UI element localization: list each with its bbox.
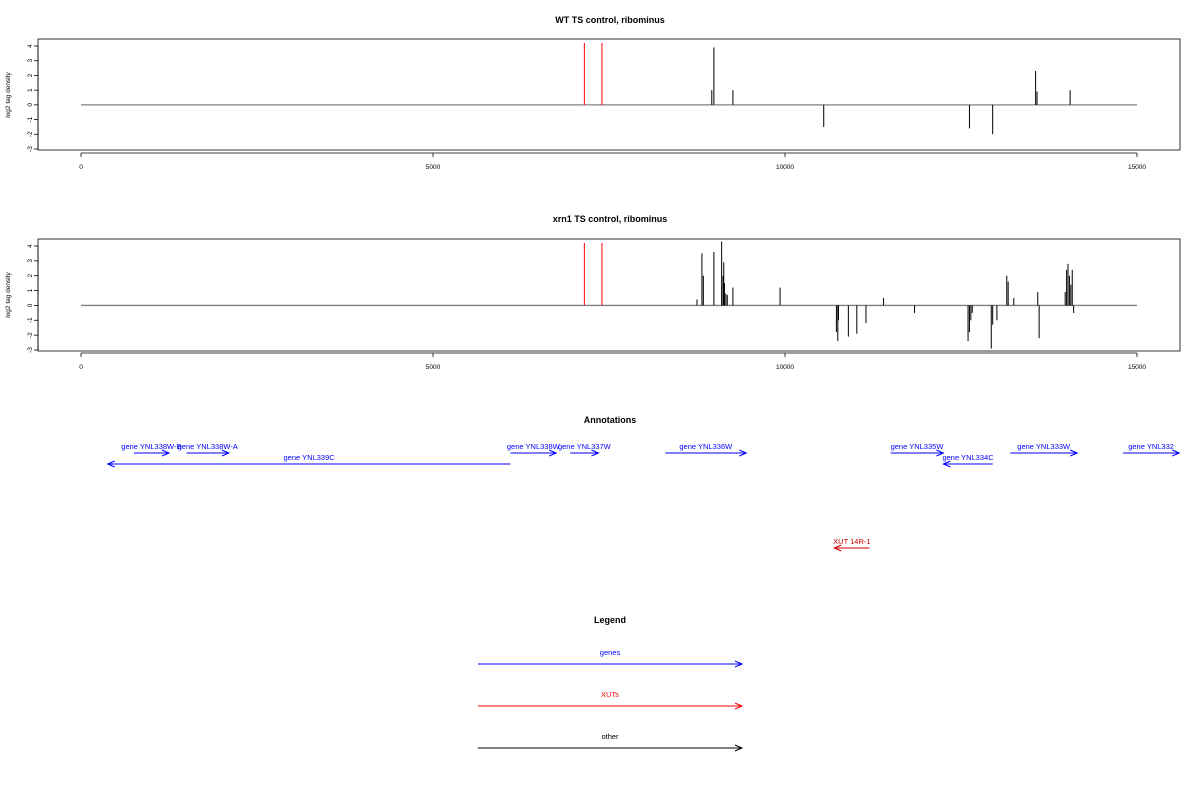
annotation-label: gene YNL338W-A	[178, 442, 238, 451]
wt-x-tick-label: 10000	[776, 164, 794, 171]
xrn1-y-tick-label: 0	[27, 303, 34, 307]
xut-feature: XUT 14R-1	[833, 537, 871, 552]
annotation-label: gene YNL338W	[507, 442, 561, 451]
annotation-label: gene YNL335W	[891, 442, 945, 451]
gene-feature: gene YNL333W	[1010, 442, 1079, 457]
xrn1-plot-frame	[37, 238, 1181, 352]
xrn1-x-tick-label: 10000	[776, 364, 794, 371]
annotation-label: gene YNL336W	[679, 442, 733, 451]
gene-feature: gene YNL339C	[106, 453, 511, 468]
wt-data-marks	[81, 43, 1137, 135]
wt-y-tick-label: 2	[27, 73, 34, 77]
wt-x-tick-label: 0	[79, 164, 83, 171]
annotation-label: gene YNL333W	[1017, 442, 1071, 451]
annotation-label: gene YNL338W-B	[121, 442, 181, 451]
xrn1-data-marks	[81, 241, 1137, 349]
wt-x-tick-label: 15000	[1128, 164, 1146, 171]
wt-density-panel: WT TS control, ribominus log2 tag densit…	[5, 15, 1181, 171]
xrn1-x-axis: 0 5000 10000 15000	[79, 352, 1146, 371]
wt-y-tick-label: -3	[27, 146, 34, 152]
legend-entry-label: other	[601, 732, 619, 741]
annotation-label: gene YNL339C	[284, 453, 336, 462]
xrn1-y-tick-label: -2	[27, 332, 34, 338]
legend-title: Legend	[594, 615, 626, 625]
xrn1-y-tick-label: -1	[27, 317, 34, 323]
wt-x-tick-label: 5000	[426, 164, 441, 171]
xrn1-y-tick-label: 3	[27, 259, 34, 263]
wt-y-tick-label: -2	[27, 131, 34, 137]
xrn1-y-tick-label: 4	[27, 244, 34, 248]
annotation-label: gene YNL337W	[558, 442, 612, 451]
gene-feature: gene YNL332	[1122, 442, 1181, 457]
wt-y-tick-label: 0	[27, 103, 34, 107]
wt-x-axis: 0 5000 10000 15000	[79, 152, 1146, 171]
legend-entry-label: XUTs	[601, 690, 619, 699]
xrn1-x-tick-label: 5000	[426, 364, 441, 371]
xrn1-y-tick-label: -3	[27, 347, 34, 353]
wt-y-tick-label: -1	[27, 116, 34, 122]
wt-y-tick-label: 3	[27, 59, 34, 63]
gene-feature: gene YNL338W-B	[121, 442, 181, 457]
wt-y-tick-label: 1	[27, 88, 34, 92]
legend-entry-genes: genes	[478, 648, 744, 668]
annotation-label: gene YNL332	[1128, 442, 1174, 451]
xrn1-y-tick-label: 2	[27, 274, 34, 278]
legend: Legend genes XUTs other	[478, 615, 744, 752]
legend-entry-label: genes	[600, 648, 621, 657]
wt-y-tick-label: 4	[27, 44, 34, 48]
wt-plot-frame	[37, 38, 1181, 151]
wt-y-axis-label: log2 tag density	[5, 71, 12, 117]
gene-feature: gene YNL334C	[942, 453, 994, 468]
xrn1-y-tick-label: 1	[27, 288, 34, 292]
wt-panel-title: WT TS control, ribominus	[555, 15, 665, 25]
gene-feature: gene YNL338W	[507, 442, 561, 457]
annotations-title: Annotations	[584, 415, 637, 425]
gene-feature: gene YNL337W	[558, 442, 612, 457]
xrn1-x-tick-label: 0	[79, 364, 83, 371]
annotation-label: gene YNL334C	[942, 453, 994, 462]
legend-entry-other: other	[478, 732, 744, 752]
gene-feature: gene YNL338W-A	[178, 442, 238, 457]
wt-y-axis: -3 -2 -1 0 1 2 3 4	[27, 44, 39, 152]
gene-feature: gene YNL336W	[665, 442, 748, 457]
annotation-label: XUT 14R-1	[833, 537, 870, 546]
xrn1-y-axis-label: log2 tag density	[5, 271, 12, 317]
xrn1-panel-title: xrn1 TS control, ribominus	[553, 214, 668, 224]
gene-feature: gene YNL335W	[891, 442, 945, 457]
xrn1-y-axis: -3 -2 -1 0 1 2 3 4	[27, 244, 39, 353]
legend-entries: genes XUTs other	[478, 648, 744, 752]
xrn1-x-tick-label: 15000	[1128, 364, 1146, 371]
legend-entry-xuts: XUTs	[478, 690, 744, 710]
xrn1-density-panel: xrn1 TS control, ribominus log2 tag dens…	[5, 214, 1181, 371]
